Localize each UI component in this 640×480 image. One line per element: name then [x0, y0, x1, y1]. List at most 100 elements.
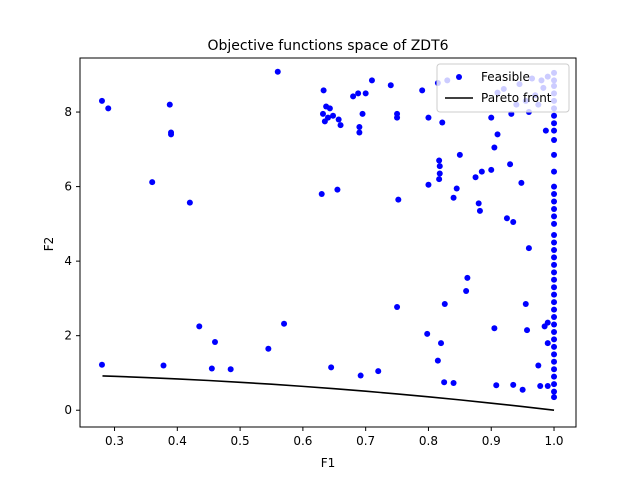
feasible-point: [551, 381, 558, 388]
feasible-point: [551, 291, 558, 298]
y-tick-label: 8: [64, 105, 72, 119]
feasible-point: [551, 314, 558, 321]
feasible-point: [551, 373, 558, 380]
feasible-point: [522, 301, 529, 307]
feasible-point: [350, 93, 357, 100]
feasible-point: [318, 191, 325, 198]
feasible-point: [436, 170, 443, 177]
feasible-point: [356, 129, 363, 136]
feasible-point: [503, 215, 510, 222]
feasible-point: [551, 276, 558, 283]
axes: 0.3 0.4 0.5 0.6 0.7 0.8 0.9 1.0 0 2 4 6 8: [64, 57, 577, 448]
feasible-point: [551, 151, 558, 158]
feasible-point: [551, 306, 558, 313]
feasible-point: [544, 383, 551, 389]
feasible-point: [434, 357, 441, 364]
legend-box: [436, 63, 570, 113]
feasible-point: [274, 68, 281, 75]
feasible-point: [551, 343, 558, 350]
feasible-point: [551, 336, 558, 343]
feasible-point: [551, 205, 558, 212]
chart-title: Objective functions space of ZDT6: [207, 38, 448, 54]
x-tick-label: 0.7: [356, 434, 375, 448]
feasible-point: [319, 110, 326, 117]
feasible-point: [544, 340, 551, 347]
feasible-point: [551, 112, 558, 119]
feasible-point: [438, 340, 445, 347]
x-tick-label: 0.5: [231, 434, 250, 448]
feasible-point: [330, 112, 337, 119]
feasible-point: [537, 383, 544, 389]
feasible-point: [551, 254, 558, 261]
feasible-point: [441, 379, 448, 386]
feasible-point: [525, 245, 532, 252]
feasible-point: [551, 183, 558, 190]
feasible-point: [551, 220, 558, 227]
x-tick-label: 0.6: [293, 434, 312, 448]
feasible-point: [355, 90, 362, 97]
feasible-point: [281, 320, 288, 327]
feasible-point: [328, 364, 335, 371]
feasible-point: [491, 144, 498, 151]
feasible-point: [425, 181, 432, 188]
feasible-point: [356, 123, 363, 130]
feasible-point: [551, 232, 558, 239]
feasible-point: [105, 105, 112, 112]
feasible-point: [476, 207, 483, 214]
feasible-point: [475, 200, 482, 207]
feasible-point: [488, 166, 495, 173]
feasible-point: [149, 179, 156, 186]
x-tick-label: 0.9: [482, 434, 501, 448]
feasible-point: [337, 122, 344, 129]
feasible-point: [472, 174, 479, 181]
feasible-point: [524, 327, 531, 334]
feasible-point: [387, 82, 394, 89]
feasible-point: [551, 328, 558, 335]
feasible-point: [98, 361, 105, 368]
feasible-point: [551, 284, 558, 291]
x-tick-label: 0.8: [419, 434, 438, 448]
feasible-point: [551, 394, 558, 401]
feasible-point: [265, 345, 272, 352]
feasible-point: [208, 365, 215, 372]
feasible-point: [491, 325, 498, 332]
feasible-point: [551, 321, 558, 328]
feasible-point: [439, 119, 446, 126]
feasible-point: [326, 105, 333, 112]
feasible-point: [551, 366, 558, 373]
feasible-point: [519, 386, 526, 393]
feasible-point: [488, 114, 495, 121]
feasible-point: [395, 196, 402, 203]
feasible-point: [551, 246, 558, 253]
feasible-point: [424, 330, 431, 337]
legend: Feasible Pareto front: [436, 63, 570, 113]
feasible-point: [542, 127, 549, 134]
feasible-point: [551, 191, 558, 198]
feasible-point: [186, 199, 193, 206]
feasible-point: [450, 380, 457, 387]
feasible-point: [518, 179, 525, 186]
feasible-point: [478, 168, 485, 175]
feasible-point: [211, 339, 218, 346]
feasible-point: [507, 161, 514, 168]
feasible-point: [334, 186, 341, 193]
feasible-point: [510, 381, 517, 388]
feasible-point: [551, 213, 558, 220]
x-tick-label: 1.0: [544, 434, 563, 448]
legend-marker-feasible: [456, 74, 462, 80]
feasible-point: [359, 110, 366, 117]
x-axis-label: F1: [321, 456, 336, 470]
feasible-point: [464, 274, 471, 281]
feasible-point: [535, 362, 542, 369]
feasible-point: [493, 382, 500, 389]
feasible-point: [394, 110, 401, 117]
legend-label: Feasible: [481, 70, 530, 84]
feasible-point: [166, 101, 173, 108]
feasible-point: [551, 299, 558, 306]
feasible-point: [357, 372, 364, 379]
y-tick-label: 2: [64, 329, 72, 343]
feasible-point: [160, 362, 167, 369]
feasible-point: [544, 319, 551, 326]
feasible-point: [196, 323, 203, 330]
